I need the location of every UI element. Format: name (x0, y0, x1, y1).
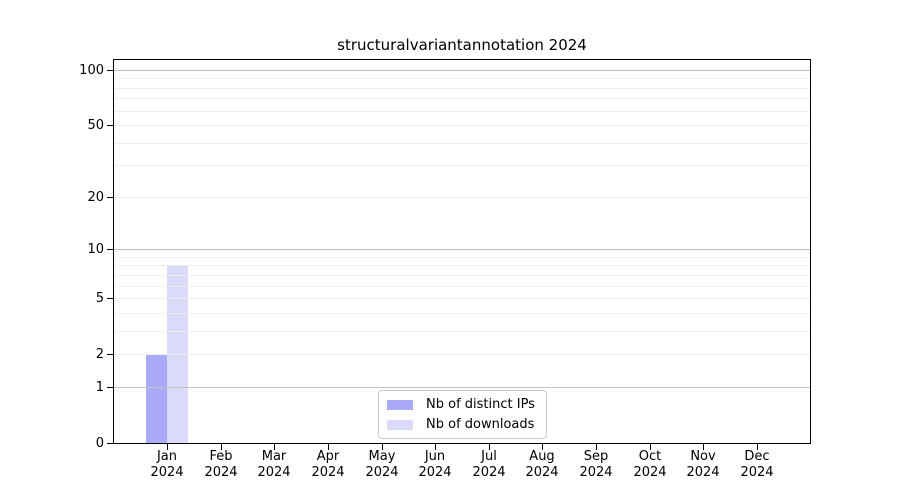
x-axis-tick (167, 444, 168, 450)
x-axis-tick (489, 444, 490, 450)
y-axis-tick (107, 197, 114, 198)
gridline-minor (114, 286, 810, 287)
x-axis-tick-label: Dec 2024 (740, 449, 774, 480)
x-axis-tick-label: Jun 2024 (418, 449, 452, 480)
x-axis-tick-label: Jul 2024 (472, 449, 506, 480)
gridline-minor (114, 354, 810, 355)
plot-area (113, 59, 811, 444)
gridline-minor (114, 331, 810, 332)
y-axis-tick (107, 249, 114, 250)
legend-label-downloads: Nb of downloads (426, 417, 535, 432)
x-axis-tick (703, 444, 704, 450)
gridline-minor (114, 257, 810, 258)
y-axis-tick (107, 354, 114, 355)
x-axis-tick (328, 444, 329, 450)
y-axis-tick-label: 100 (79, 63, 104, 78)
y-axis-tick-label: 50 (87, 118, 104, 133)
gridline-minor (114, 78, 810, 79)
gridline-minor (114, 88, 810, 89)
y-axis-tick (107, 443, 114, 444)
legend-swatch-distinct-ips (387, 399, 413, 410)
y-axis-tick-label: 5 (95, 291, 104, 306)
legend-label-distinct-ips: Nb of distinct IPs (426, 397, 535, 412)
y-axis-tick-label: 1 (95, 380, 104, 395)
bar-distinct-ips (146, 354, 167, 443)
x-axis-tick (757, 444, 758, 450)
gridline-minor (114, 197, 810, 198)
legend-item-distinct-ips: Nb of distinct IPs (387, 398, 535, 411)
gridline-minor (114, 111, 810, 112)
gridline-minor (114, 125, 810, 126)
gridline-major (114, 387, 810, 388)
y-axis-tick-label: 0 (95, 436, 104, 451)
x-axis-tick-label: Aug 2024 (525, 449, 559, 480)
x-axis-tick-label: Feb 2024 (204, 449, 238, 480)
x-axis-tick (382, 444, 383, 450)
x-axis-tick-label: Jan 2024 (150, 449, 184, 480)
y-axis-tick-label: 10 (87, 242, 104, 257)
legend: Nb of distinct IPs Nb of downloads (378, 390, 547, 439)
legend-swatch-downloads (387, 419, 413, 430)
x-axis-tick-label: May 2024 (365, 449, 399, 480)
x-axis-tick-label: Nov 2024 (686, 449, 720, 480)
gridline-minor (114, 265, 810, 266)
gridline-major (114, 249, 810, 250)
chart-title: structuralvariantannotation 2024 (337, 36, 587, 54)
x-axis-tick-label: Apr 2024 (311, 449, 345, 480)
x-axis-tick (596, 444, 597, 450)
y-axis-tick-label: 2 (95, 347, 104, 362)
gridline-major (114, 70, 810, 71)
x-axis-tick (542, 444, 543, 450)
x-axis-tick (435, 444, 436, 450)
x-axis-tick-label: Oct 2024 (633, 449, 667, 480)
gridline-minor (114, 143, 810, 144)
gridline-minor (114, 298, 810, 299)
x-axis-tick (650, 444, 651, 450)
y-axis-tick (107, 298, 114, 299)
y-axis-tick (107, 387, 114, 388)
y-axis-tick (107, 125, 114, 126)
x-axis-tick-label: Sep 2024 (579, 449, 613, 480)
x-axis-tick-label: Mar 2024 (257, 449, 291, 480)
gridline-minor (114, 98, 810, 99)
gridline-minor (114, 275, 810, 276)
y-axis-tick (107, 70, 114, 71)
legend-item-downloads: Nb of downloads (387, 418, 535, 431)
x-axis-tick (274, 444, 275, 450)
gridline-minor (114, 313, 810, 314)
gridline-minor (114, 165, 810, 166)
y-axis-tick-label: 20 (87, 190, 104, 205)
x-axis-tick (221, 444, 222, 450)
